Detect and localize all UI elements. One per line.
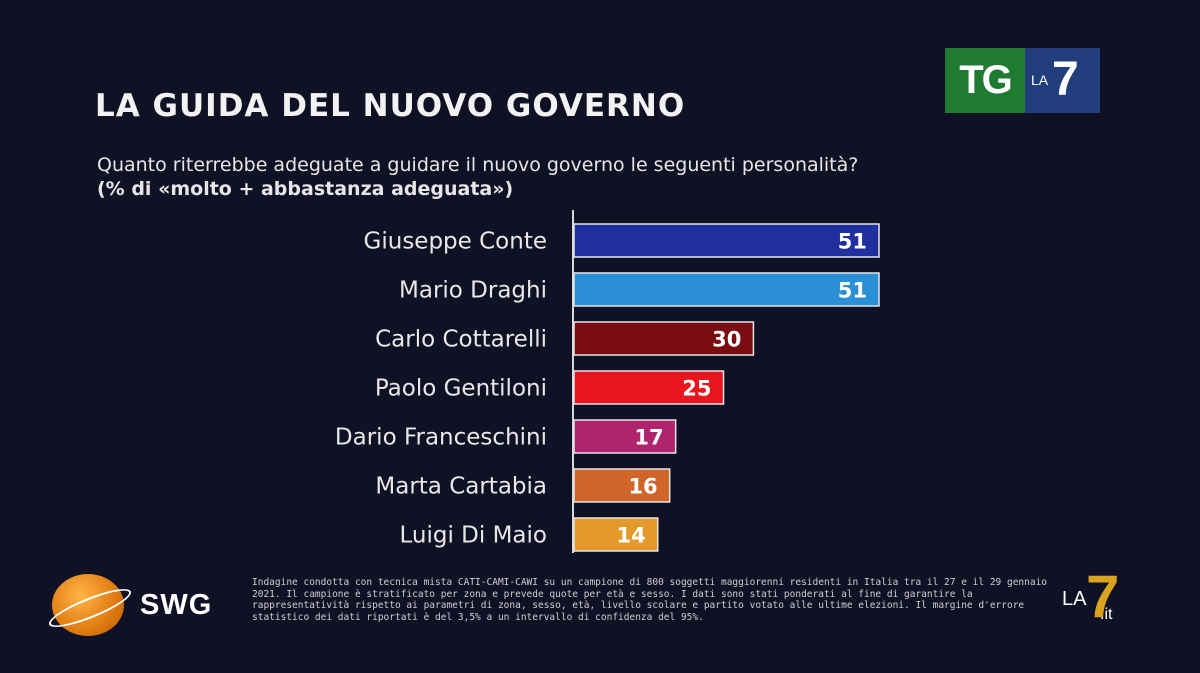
la7-it-seven: 7 [1086,563,1120,630]
category-label: Marta Cartabia [375,474,547,500]
category-label: Paolo Gentiloni [375,376,547,402]
chart-title: LA GUIDA DEL NUOVO GOVERNO [95,88,686,124]
category-label: Dario Franceschini [335,425,547,451]
bar-value-label: 51 [838,230,867,254]
tg-la7-logo: TG LA 7 [945,48,1100,113]
bar-value-label: 25 [682,377,711,401]
survey-question: Quanto riterrebbe adeguate a guidare il … [97,154,859,176]
la7-logo-seven: 7 [1052,53,1079,106]
bar-value-label: 16 [628,475,657,499]
bar-value-label: 30 [712,328,741,352]
swg-brand: SWG [140,588,213,621]
swg-logo: SWG [52,574,212,636]
methodology-note: Indagine condotta con tecnica mista CATI… [252,577,1048,623]
bar [573,272,880,307]
survey-note: (% di «molto + abbastanza adeguata») [97,178,514,200]
bar [573,223,880,258]
bar-value-label: 14 [616,524,645,548]
la7-it-logo: LA 7 .it [1062,563,1132,630]
bar [573,321,755,356]
la7-it-suffix: .it [1100,606,1113,623]
category-label: Luigi Di Maio [400,523,548,549]
category-label: Giuseppe Conte [364,229,547,255]
la7-logo-la: LA [1031,72,1049,88]
bar [573,419,677,454]
tg-logo-text: TG [945,48,1025,113]
globe-icon [52,574,124,636]
chart-subtitle: Quanto riterrebbe adeguate a guidare il … [97,153,858,201]
category-label: Mario Draghi [399,278,547,304]
la7-it-la: LA [1062,588,1087,610]
bar-value-label: 51 [838,279,867,303]
bar [573,468,671,503]
category-label: Carlo Cottarelli [375,327,547,353]
bar-value-label: 17 [634,426,663,450]
bar [573,370,725,405]
la7-logo-block: LA 7 [1025,48,1100,113]
bar [573,517,659,552]
